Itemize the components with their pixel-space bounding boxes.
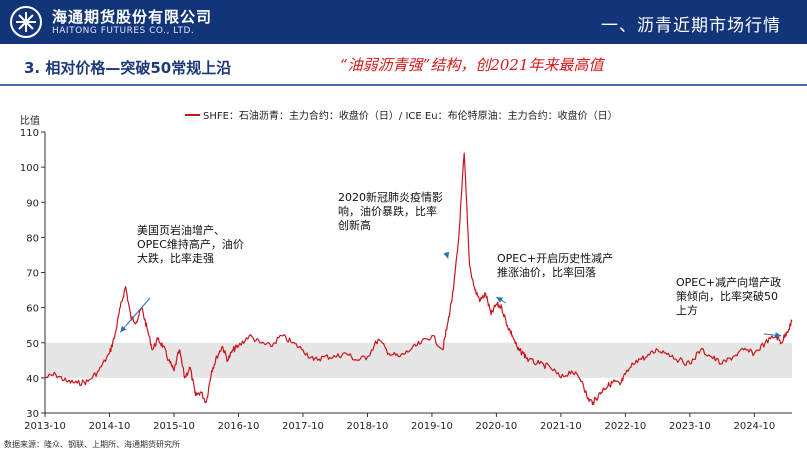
brand-name-en: HAITONG FUTURES CO., LTD. (52, 26, 195, 36)
slide-subtitle: 3. 相对价格—突破50常规上沿 (24, 59, 232, 77)
y-tick-label: 90 (26, 198, 39, 209)
annotation-text: 推涨油价，比率回落 (497, 265, 596, 279)
y-tick-label: 30 (26, 409, 39, 420)
annotation-text: 策倾向，比率突破50 (676, 289, 778, 303)
x-tick-label: 2024-10 (733, 421, 775, 432)
data-source-note: 数据来源：隆众、钢联、上期所、海通期货研究所 (4, 440, 180, 449)
ratio-series-line (44, 152, 793, 406)
x-tick-label: 2014-10 (89, 421, 131, 432)
x-tick-label: 2019-10 (411, 421, 453, 432)
section-title: 一、沥青近期市场行情 (601, 16, 781, 36)
annotation-text: OPEC维持高产，油价 (137, 237, 244, 251)
x-tick-label: 2018-10 (347, 421, 389, 432)
annotation-text: OPEC+减产向增产政 (676, 275, 781, 289)
annotation-arrow (763, 332, 782, 339)
y-tick-label: 110 (20, 128, 39, 139)
legend-label: SHFE：石油沥青：主力合约：收盘价（日）/ ICE Eu：布伦特原油：主力合约… (203, 109, 618, 122)
y-tick-label: 50 (26, 339, 39, 350)
x-tick-label: 2015-10 (153, 421, 195, 432)
x-tick-label: 2013-10 (24, 421, 66, 432)
annotation-arrow (443, 251, 450, 259)
annotation-text: 2020新冠肺炎疫情影 (338, 190, 443, 204)
x-tick-label: 2017-10 (282, 421, 324, 432)
x-tick-label: 2020-10 (476, 421, 518, 432)
x-tick-label: 2022-10 (605, 421, 647, 432)
y-tick-label: 70 (26, 269, 39, 280)
annotation-arrow (496, 296, 507, 304)
annotation-text: 响，油价暴跌，比率 (338, 204, 437, 218)
annotation-text: OPEC+开启历史性减产 (497, 251, 613, 265)
y-tick-label: 80 (26, 233, 39, 244)
y-tick-label: 100 (20, 163, 39, 174)
x-tick-label: 2016-10 (218, 421, 260, 432)
y-axis-label: 比值 (20, 114, 40, 127)
slide-headline: “油弱沥青强”结构，创2021年来最高值 (340, 56, 604, 74)
header-bar: 海通期货股份有限公司 HAITONG FUTURES CO., LTD. 一、沥… (0, 0, 807, 44)
x-tick-label: 2023-10 (669, 421, 711, 432)
y-tick-label: 60 (26, 304, 39, 315)
company-logo-icon (10, 6, 42, 38)
title-divider (0, 84, 807, 86)
annotation-arrow (119, 297, 151, 333)
annotation-text: 大跌，比率走强 (137, 251, 214, 265)
annotation-text: 上方 (676, 303, 698, 317)
brand-name-cn: 海通期货股份有限公司 (52, 8, 213, 26)
x-tick-label: 2021-10 (540, 421, 582, 432)
annotation-text: 创新高 (338, 218, 371, 232)
y-tick-label: 40 (26, 374, 39, 385)
annotation-text: 美国页岩油增产、 (137, 223, 225, 237)
normal-range-band (45, 342, 792, 378)
